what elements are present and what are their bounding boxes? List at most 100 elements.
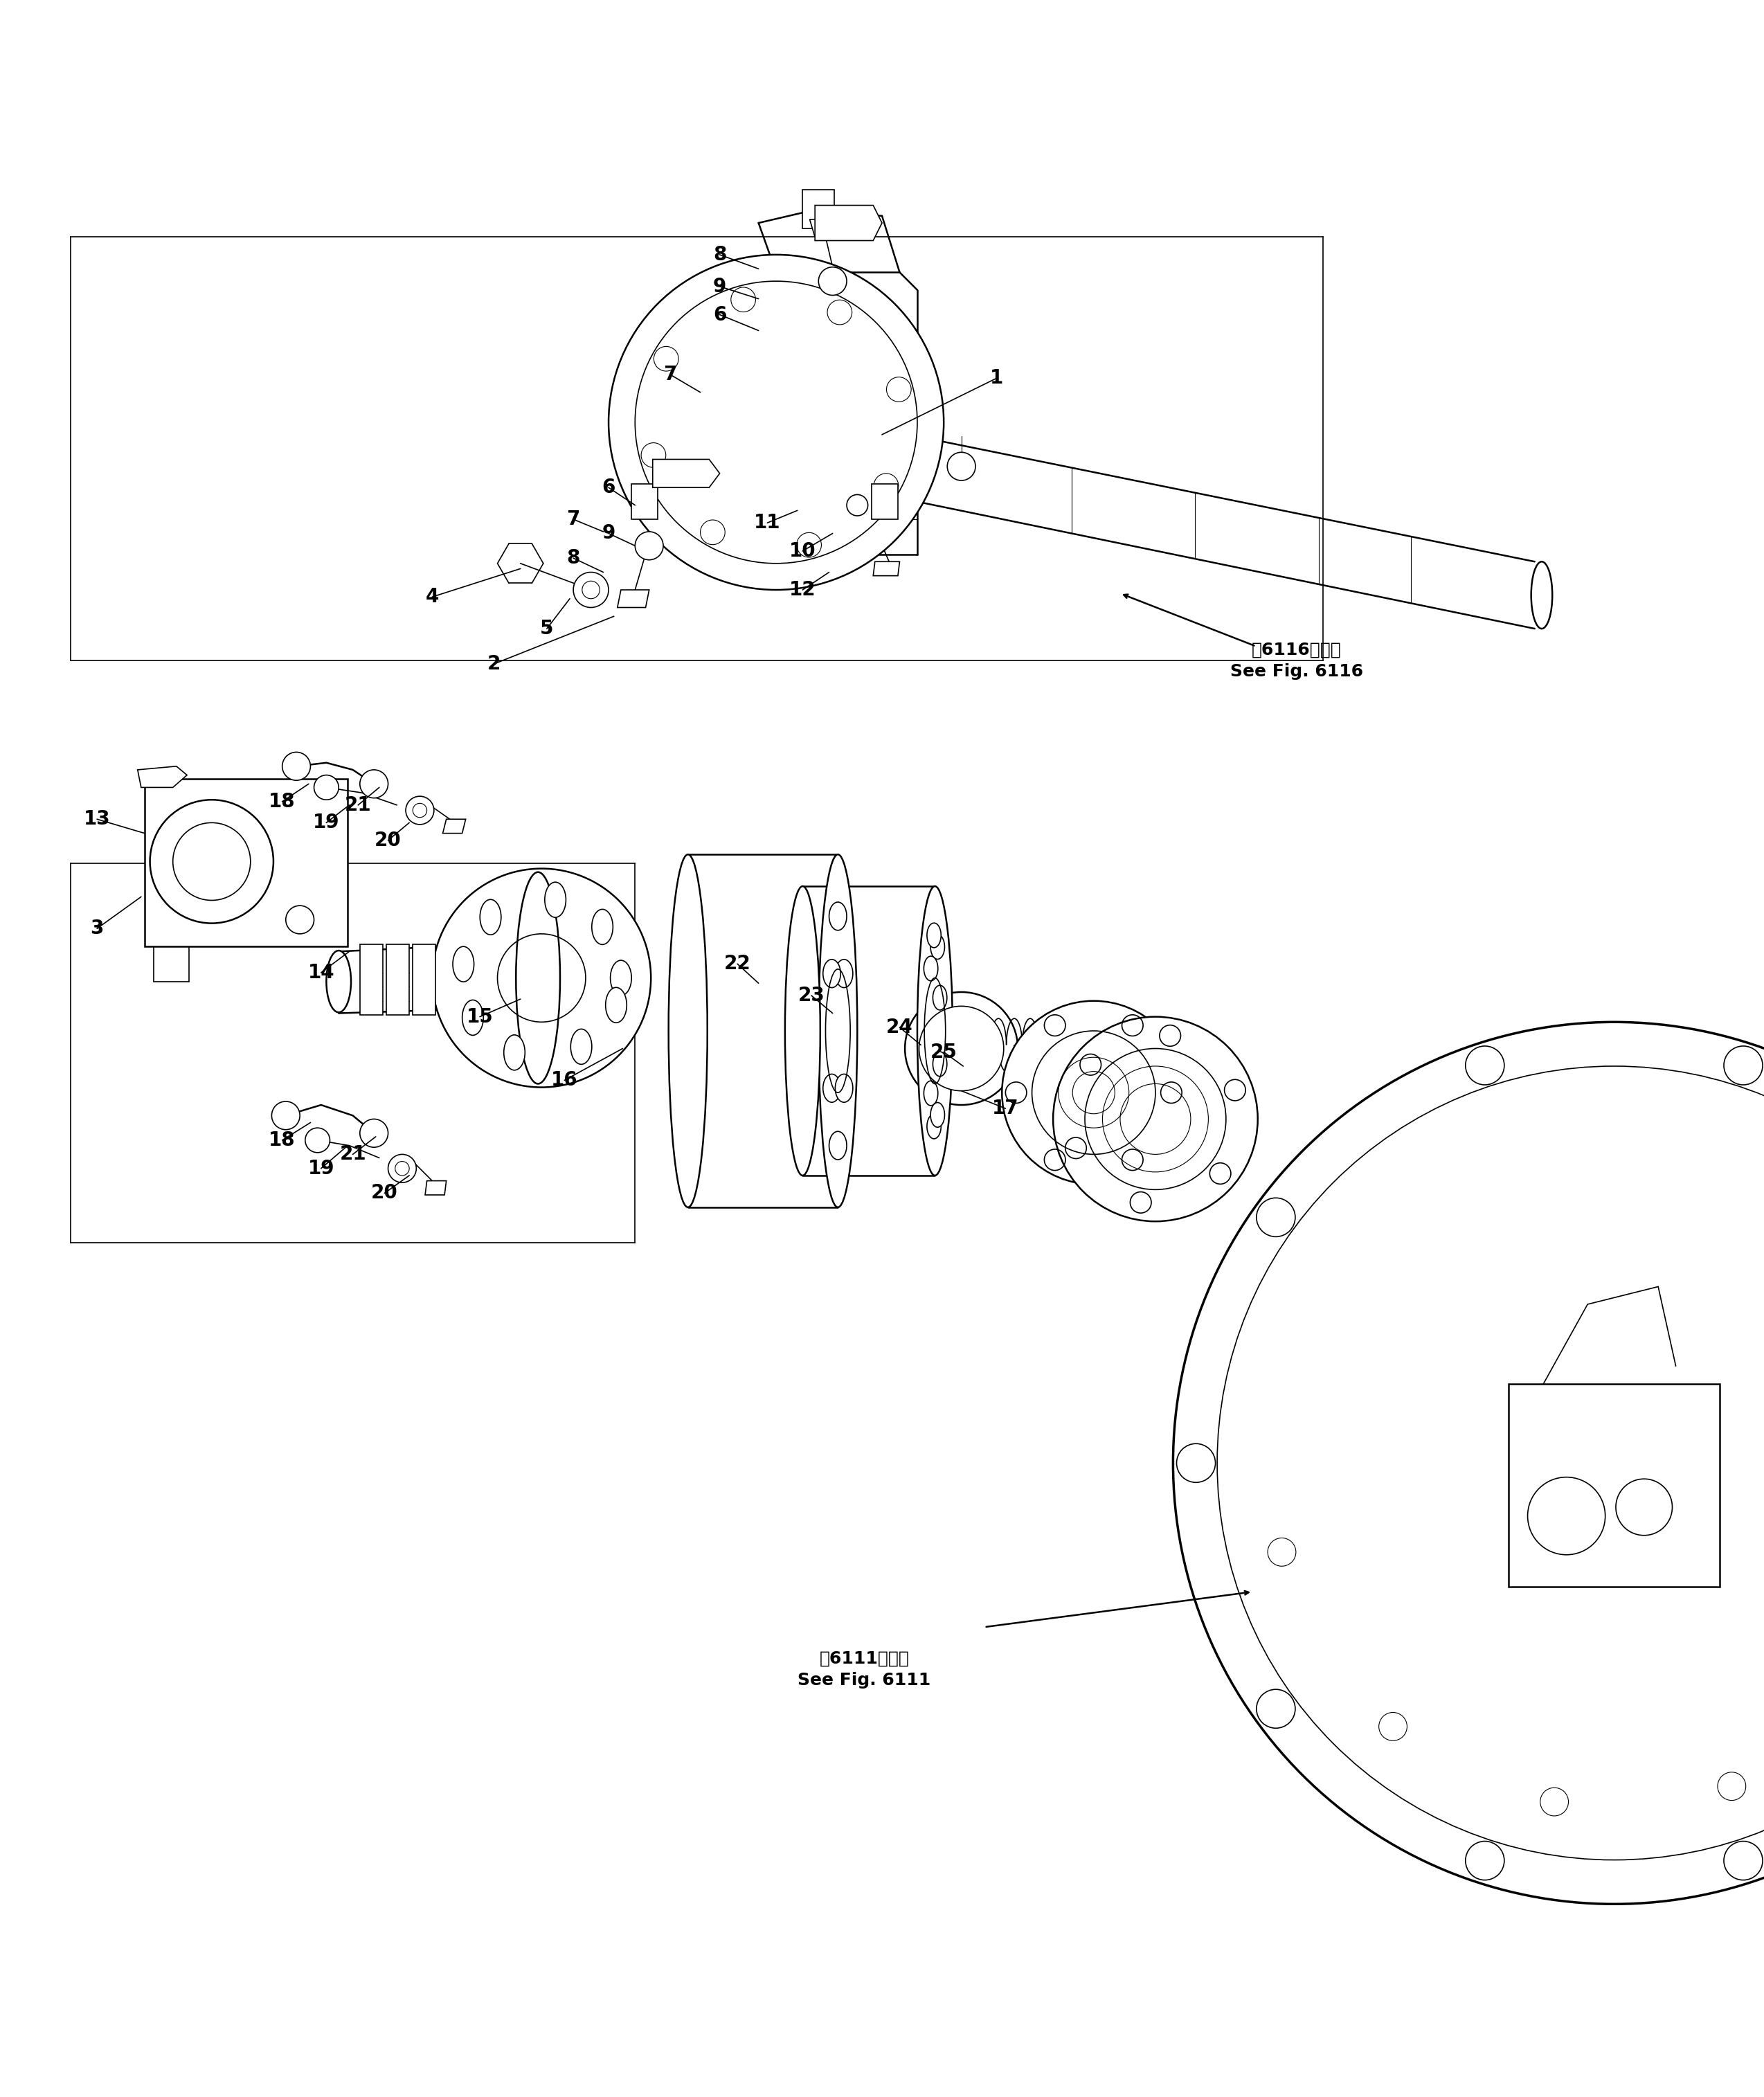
Text: 8: 8 [713,245,727,264]
Circle shape [406,797,434,824]
Ellipse shape [605,988,626,1023]
Circle shape [635,533,663,560]
Ellipse shape [515,872,561,1084]
Bar [1508,1384,1720,1587]
Circle shape [582,581,600,598]
Ellipse shape [818,853,857,1208]
Ellipse shape [824,960,841,988]
Text: 13: 13 [83,809,111,828]
Ellipse shape [933,1053,947,1076]
Ellipse shape [669,853,707,1208]
Text: 19: 19 [312,814,340,833]
Text: 7: 7 [566,510,580,528]
Ellipse shape [926,923,940,948]
Ellipse shape [505,1036,526,1069]
Circle shape [413,803,427,818]
Ellipse shape [1531,562,1552,629]
Ellipse shape [931,1103,946,1128]
Circle shape [282,753,310,780]
Circle shape [286,906,314,933]
Ellipse shape [933,986,947,1011]
Text: 9: 9 [713,277,727,296]
Text: 6: 6 [713,304,727,325]
Ellipse shape [924,956,938,981]
Text: 20: 20 [374,830,402,849]
Circle shape [150,799,273,923]
Bar [386,944,409,1015]
Text: 9: 9 [602,524,616,543]
Circle shape [272,1101,300,1130]
Text: 18: 18 [268,1130,296,1149]
Ellipse shape [829,1132,847,1160]
Circle shape [1616,1478,1672,1535]
Text: 10: 10 [789,541,817,560]
Bar [803,189,834,229]
Circle shape [609,254,944,589]
Text: 21: 21 [339,1145,367,1164]
Ellipse shape [785,887,820,1176]
Ellipse shape [834,1074,852,1103]
Polygon shape [617,589,649,608]
Circle shape [395,1162,409,1176]
Circle shape [432,868,651,1088]
Ellipse shape [834,960,852,988]
Bar [871,484,898,520]
Circle shape [1053,1017,1258,1220]
Text: 15: 15 [466,1007,494,1025]
Ellipse shape [824,1074,841,1103]
Bar [145,778,348,946]
Circle shape [1528,1476,1605,1554]
Circle shape [1723,1046,1762,1084]
Text: 24: 24 [886,1017,914,1038]
Text: 20: 20 [370,1183,399,1204]
Bar [413,944,436,1015]
Ellipse shape [326,950,351,1013]
Ellipse shape [545,883,566,916]
Ellipse shape [453,946,475,981]
Text: 7: 7 [663,365,677,384]
Text: 第6111図参照
See Fig. 6111: 第6111図参照 See Fig. 6111 [797,1650,931,1688]
Text: 18: 18 [268,793,296,812]
Circle shape [1002,1000,1185,1185]
Ellipse shape [572,1030,591,1065]
Text: 21: 21 [344,795,372,816]
Circle shape [1173,1021,1764,1904]
Circle shape [305,1128,330,1153]
Text: 23: 23 [797,986,826,1004]
Circle shape [1256,1197,1295,1237]
Polygon shape [653,459,720,487]
Text: 6: 6 [602,478,616,497]
Ellipse shape [610,960,632,996]
Ellipse shape [462,1000,483,1036]
Text: 4: 4 [425,587,439,606]
Text: 25: 25 [930,1042,958,1061]
Circle shape [1256,1690,1295,1728]
Circle shape [1466,1841,1505,1881]
Circle shape [1723,1841,1762,1881]
Ellipse shape [829,902,847,931]
Ellipse shape [917,887,953,1176]
Text: 19: 19 [307,1160,335,1179]
Polygon shape [443,820,466,833]
Bar [632,484,658,520]
Text: 8: 8 [566,549,580,568]
Circle shape [905,992,1018,1105]
Circle shape [919,1007,1004,1090]
Text: 17: 17 [991,1099,1020,1118]
Text: 22: 22 [723,954,751,973]
Circle shape [818,266,847,296]
Circle shape [1177,1443,1215,1483]
Circle shape [360,1120,388,1147]
Circle shape [1466,1046,1505,1084]
Polygon shape [138,765,187,788]
Text: 1: 1 [990,369,1004,388]
Circle shape [573,572,609,608]
Text: 3: 3 [90,918,104,937]
Polygon shape [425,1181,446,1195]
Ellipse shape [480,900,501,935]
Text: 11: 11 [753,514,781,533]
Circle shape [947,453,975,480]
Ellipse shape [926,1114,940,1139]
Circle shape [388,1153,416,1183]
Ellipse shape [924,1080,938,1105]
